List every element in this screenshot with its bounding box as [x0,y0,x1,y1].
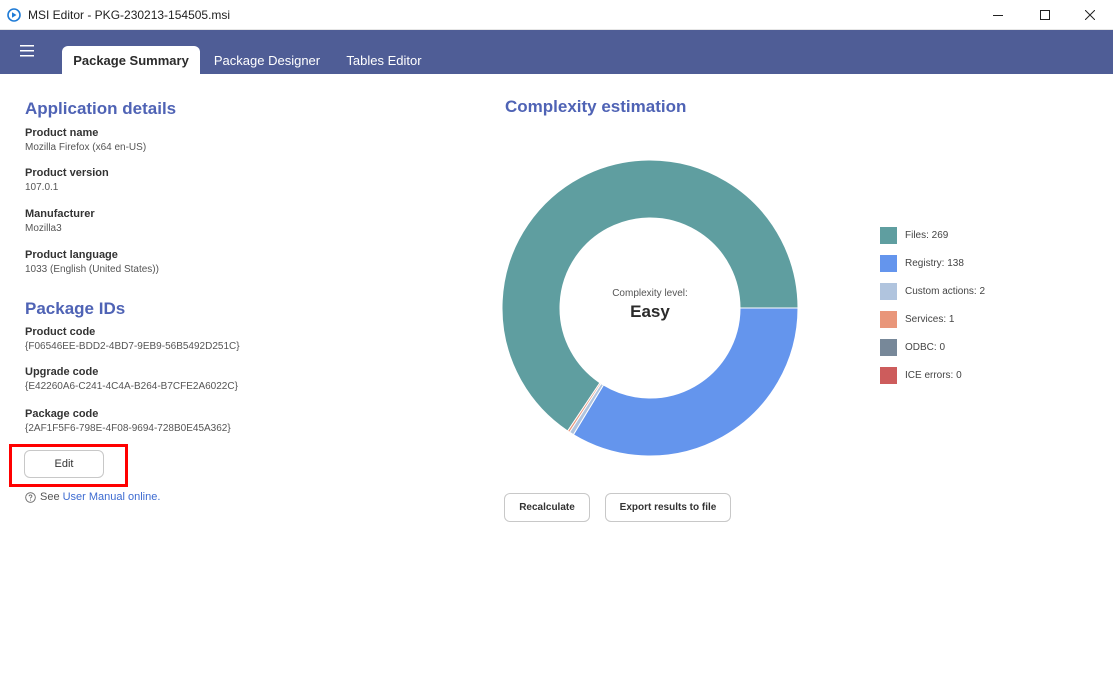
upgrade-code-value: {E42260A6-C241-4C4A-B264-B7CFE2A6022C} [25,381,238,392]
package-code-label: Package code [25,408,99,420]
minimize-button[interactable] [975,0,1021,30]
manufacturer-label: Manufacturer [25,208,95,220]
complexity-level-label: Complexity level: [612,288,688,299]
help-prefix: See [40,491,60,503]
tab-package-summary[interactable]: Package Summary [62,46,200,74]
tab-package-designer[interactable]: Package Designer [213,53,321,68]
legend-label: Services: 1 [905,313,955,325]
legend-item-odbc: ODBC: 0 [880,338,945,356]
complexity-level-value: Easy [630,302,670,321]
product-version-value: 107.0.1 [25,182,59,193]
legend-label: ICE errors: 0 [905,369,962,381]
legend-swatch [880,254,897,272]
complexity-donut-chart [501,159,799,457]
donut-segment [566,382,602,433]
package-code-value: {2AF1F5F6-798E-4F08-9694-728B0E45A362} [25,423,231,434]
hamburger-menu-icon[interactable] [20,44,36,58]
product-name-value: Mozilla Firefox (x64 en-US) [25,142,147,153]
legend-label: ODBC: 0 [905,341,946,353]
package-ids-title: Package IDs [25,299,126,318]
donut-segment [572,307,799,457]
legend-item-files: Files: 269 [880,226,948,244]
manufacturer-value: Mozilla3 [25,223,62,234]
legend-swatch [880,338,897,356]
title-bar: MSI Editor - PKG-230213-154505.msi [0,0,1113,30]
legend-swatch [880,310,897,328]
user-manual-link[interactable]: User Manual online. [62,491,161,503]
legend-item-services: Services: 1 [880,310,954,328]
maximize-button[interactable] [1022,0,1068,30]
help-line: See User Manual online. [25,491,160,503]
product-language-label: Product language [25,249,118,261]
complexity-estimation-title: Complexity estimation [505,97,687,116]
legend-swatch [880,366,897,384]
donut-segment [501,159,799,432]
product-language-value: 1033 (English (United States)) [25,264,159,275]
edit-button[interactable]: Edit [24,450,104,478]
legend-label: Registry: 138 [905,257,964,269]
tab-tables-editor[interactable]: Tables Editor [346,53,422,68]
legend-item-custom-actions: Custom actions: 2 [880,282,985,300]
help-icon [25,491,36,503]
window-title: MSI Editor - PKG-230213-154505.msi [28,8,231,22]
app-logo-icon [7,8,21,22]
product-version-label: Product version [25,167,109,179]
edit-highlight-box [9,444,128,487]
application-details-title: Application details [25,99,177,118]
product-code-value: {F06546EE-BDD2-4BD7-9EB9-56B5492D251C} [25,341,240,352]
legend-label: Custom actions: 2 [905,285,986,297]
header-bar: Package Summary Package Designer Tables … [0,30,1113,74]
legend-item-registry: Registry: 138 [880,254,964,272]
legend-item-ice-errors: ICE errors: 0 [880,366,962,384]
recalculate-button[interactable]: Recalculate [504,493,590,522]
minimize-icon [993,15,1003,16]
legend-swatch [880,282,897,300]
legend-swatch [880,226,897,244]
upgrade-code-label: Upgrade code [25,366,99,378]
export-results-button[interactable]: Export results to file [605,493,731,522]
close-button[interactable] [1067,0,1113,30]
legend-label: Files: 269 [905,229,949,241]
product-code-label: Product code [25,326,96,338]
close-icon [1085,10,1095,20]
maximize-icon [1040,10,1050,20]
product-name-label: Product name [25,127,99,139]
